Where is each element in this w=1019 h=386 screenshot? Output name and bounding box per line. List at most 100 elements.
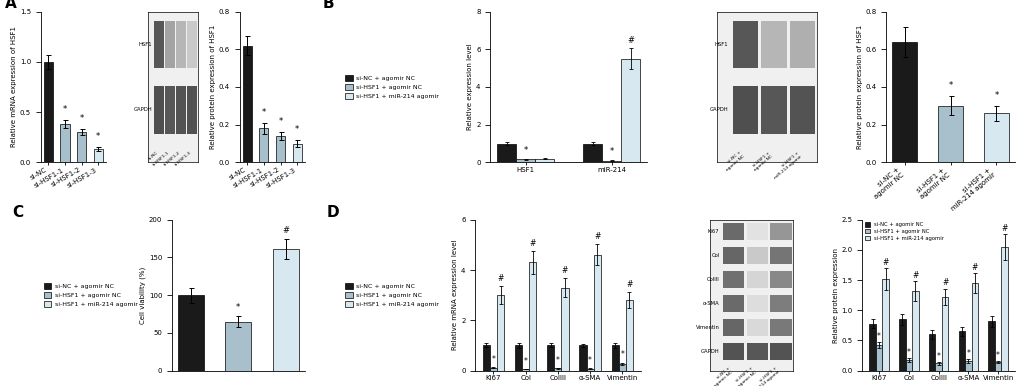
Bar	[259, 129, 268, 163]
Text: *: *	[609, 147, 613, 156]
Text: *: *	[523, 357, 527, 366]
Bar	[1001, 247, 1007, 371]
Text: si-HSF1 +
agomir NC: si-HSF1 + agomir NC	[734, 366, 756, 386]
Bar	[165, 21, 175, 68]
Bar	[579, 345, 586, 371]
Bar	[516, 159, 535, 163]
Text: *: *	[278, 117, 282, 126]
Bar	[621, 59, 640, 163]
Bar	[522, 369, 529, 371]
Text: #: #	[497, 274, 503, 283]
Bar	[547, 345, 553, 371]
Text: *: *	[262, 108, 266, 117]
Text: *: *	[63, 105, 67, 114]
Text: si-HSF1 +
miR-214 agomir: si-HSF1 + miR-214 agomir	[748, 366, 781, 386]
Bar	[964, 361, 971, 371]
Bar	[176, 21, 185, 68]
Text: C: C	[12, 205, 23, 220]
Text: si-HSF1-3: si-HSF1-3	[173, 151, 192, 167]
Bar	[746, 223, 767, 240]
Text: GAPDH: GAPDH	[700, 349, 718, 354]
Text: HSF1: HSF1	[139, 42, 152, 47]
Bar	[881, 279, 888, 371]
Bar	[497, 144, 516, 163]
Bar	[496, 295, 503, 371]
Bar	[732, 86, 757, 134]
Text: si-NC +
agomir NC: si-NC + agomir NC	[710, 366, 733, 386]
Y-axis label: Relative mRNA expression level: Relative mRNA expression level	[451, 240, 458, 350]
Bar	[760, 21, 786, 68]
Text: A: A	[5, 0, 17, 12]
Bar	[746, 271, 767, 288]
Bar	[789, 21, 814, 68]
Legend: si-NC + agomir NC, si-HSF1 + agomir NC, si-HSF1 + miR-214 agomir: si-NC + agomir NC, si-HSF1 + agomir NC, …	[344, 75, 438, 99]
Text: #: #	[942, 278, 948, 288]
Bar	[732, 21, 757, 68]
Bar	[154, 21, 164, 68]
Bar	[187, 86, 197, 134]
Legend: si-NC + agomir NC, si-HSF1 + agomir NC, si-HSF1 + miR-214 agomir: si-NC + agomir NC, si-HSF1 + agomir NC, …	[864, 222, 944, 240]
Bar	[769, 271, 791, 288]
Bar	[722, 295, 744, 312]
Bar	[769, 343, 791, 360]
Bar	[586, 369, 593, 371]
Text: *: *	[588, 356, 591, 365]
Bar	[994, 362, 1001, 371]
Text: α-SMA: α-SMA	[702, 301, 718, 306]
Text: *: *	[620, 350, 624, 359]
Text: *: *	[236, 303, 240, 312]
Text: #: #	[561, 266, 568, 275]
Y-axis label: Relative mRNA expression of HSF1: Relative mRNA expression of HSF1	[11, 27, 17, 147]
Bar	[987, 321, 994, 371]
Bar	[875, 345, 881, 371]
Text: *: *	[294, 125, 299, 134]
Bar	[769, 247, 791, 264]
Bar	[176, 86, 185, 134]
Text: *: *	[876, 332, 880, 341]
Bar	[746, 295, 767, 312]
Bar	[934, 363, 941, 371]
Bar	[276, 136, 284, 163]
Bar	[971, 283, 977, 371]
Text: HSF1: HSF1	[714, 42, 728, 47]
Bar	[611, 345, 619, 371]
Text: Vimentin: Vimentin	[695, 325, 718, 330]
Text: #: #	[911, 271, 918, 280]
Text: *: *	[523, 146, 528, 155]
Bar	[482, 345, 489, 371]
Bar	[535, 159, 553, 163]
Bar	[154, 86, 164, 134]
Bar	[746, 343, 767, 360]
Bar	[760, 86, 786, 134]
Bar	[515, 345, 522, 371]
Bar	[94, 149, 103, 163]
Text: #: #	[971, 263, 977, 273]
Bar	[722, 343, 744, 360]
Legend: si-NC + agomir NC, si-HSF1 + agomir NC, si-HSF1 + miR-214 agomir: si-NC + agomir NC, si-HSF1 + agomir NC, …	[344, 283, 438, 307]
Bar	[243, 46, 252, 163]
Text: #: #	[881, 258, 888, 267]
Bar	[911, 291, 918, 371]
Text: si-NC +
agomir NC: si-NC + agomir NC	[721, 151, 745, 172]
Text: #: #	[626, 280, 632, 289]
Bar	[44, 62, 53, 163]
Bar	[789, 86, 814, 134]
Y-axis label: Relative protein expression of HSF1: Relative protein expression of HSF1	[856, 25, 862, 149]
Text: *: *	[935, 352, 940, 361]
Bar	[165, 86, 175, 134]
Bar	[225, 322, 251, 371]
Bar	[76, 132, 86, 163]
Bar	[593, 255, 600, 371]
Text: *: *	[79, 114, 84, 123]
Bar	[626, 300, 633, 371]
Text: GAPDH: GAPDH	[709, 107, 728, 112]
Text: #: #	[282, 226, 288, 235]
Bar	[941, 297, 948, 371]
Y-axis label: Cell viability (%): Cell viability (%)	[140, 266, 146, 324]
Y-axis label: Relative protein expression of HSF1: Relative protein expression of HSF1	[210, 25, 216, 149]
Text: si-HSF1 +
miR-214 agomir: si-HSF1 + miR-214 agomir	[769, 151, 802, 179]
Bar	[722, 247, 744, 264]
Bar	[746, 319, 767, 336]
Text: *: *	[948, 81, 952, 90]
Bar	[769, 223, 791, 240]
